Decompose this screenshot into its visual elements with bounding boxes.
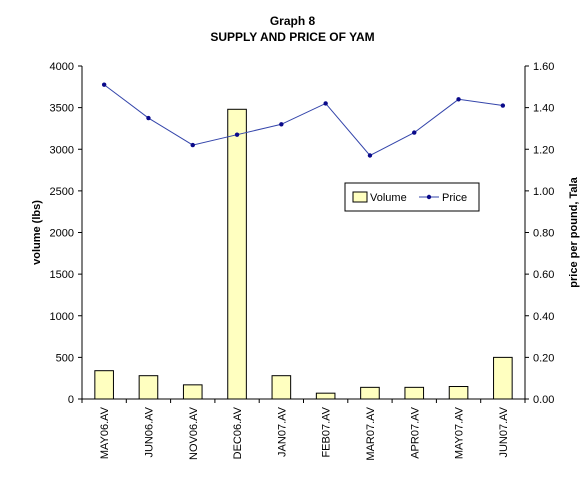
x-axis-tick-label: APR07.AV xyxy=(409,406,421,458)
right-axis-tick-label: 0.00 xyxy=(533,394,554,406)
right-axis-tick-label: 1.00 xyxy=(533,186,554,198)
volume-bar xyxy=(182,384,203,400)
price-point xyxy=(190,142,195,148)
price-point xyxy=(279,122,284,127)
left-axis-tick-label: 4000 xyxy=(50,61,74,73)
price-point xyxy=(456,97,461,102)
left-axis-tick-label: 500 xyxy=(56,352,74,364)
chart-title: Graph 8 xyxy=(269,14,316,28)
x-axis-tick-label: DEC06.AV xyxy=(232,406,244,459)
right-axis-tick-label: 1.60 xyxy=(533,61,554,73)
volume-bar xyxy=(360,386,380,400)
y-axis-title: volume (lbs) xyxy=(31,200,43,265)
volume-bar xyxy=(315,392,336,400)
right-axis-tick-label: 1.20 xyxy=(533,144,554,156)
y2-axis-title: price per pound, Tala xyxy=(568,176,580,287)
right-axis-tick-label: 1.40 xyxy=(533,103,554,115)
price-point xyxy=(146,115,151,121)
right-axis-tick-label: 0.80 xyxy=(533,228,554,240)
left-axis-tick-label: 2500 xyxy=(50,186,74,198)
left-axis-tick-label: 3500 xyxy=(50,103,74,115)
x-axis-tick-label: JUN07.AV xyxy=(498,406,510,457)
volume-bar xyxy=(448,386,469,400)
x-axis-tick-label: FEB07.AV xyxy=(321,406,333,457)
price-point xyxy=(101,82,107,87)
left-axis-tick-label: 1000 xyxy=(50,311,74,323)
price-line xyxy=(103,84,503,157)
left-axis-tick-label: 3000 xyxy=(50,144,74,156)
right-axis-tick-label: 0.40 xyxy=(533,311,554,323)
volume-bar xyxy=(271,375,292,400)
price-point xyxy=(323,101,328,106)
left-axis-tick-label: 0 xyxy=(68,394,74,406)
left-axis-tick-label: 1500 xyxy=(50,269,74,281)
volume-bar xyxy=(138,375,159,400)
legend-box xyxy=(344,182,480,212)
price-point xyxy=(500,103,506,108)
volume-bar xyxy=(493,356,513,400)
legend-volume-label: Volume xyxy=(370,192,407,204)
x-axis-tick-label: JAN07.AV xyxy=(276,406,288,457)
left-axis-tick-label: 2000 xyxy=(50,228,74,240)
legend-price-marker xyxy=(426,194,432,200)
price-point xyxy=(367,153,373,158)
legend-price-label: Price xyxy=(442,192,467,204)
right-axis-tick-label: 0.20 xyxy=(533,352,554,364)
x-axis-tick-label: JUN06.AV xyxy=(143,406,155,457)
x-axis-tick-label: MAY07.AV xyxy=(454,406,466,459)
legend-volume-swatch xyxy=(352,191,368,203)
volume-bar xyxy=(94,370,114,400)
x-axis-tick-label: MAR07.AV xyxy=(365,406,377,460)
price-point xyxy=(234,132,240,137)
volume-bar xyxy=(227,108,247,400)
x-axis-tick-label: NOV06.AV xyxy=(188,406,200,460)
x-axis-tick-label: MAY06.AV xyxy=(99,406,111,459)
volume-bar xyxy=(404,386,425,400)
chart-subtitle: SUPPLY AND PRICE OF YAM xyxy=(210,30,375,44)
right-axis-tick-label: 0.60 xyxy=(533,269,554,281)
price-point xyxy=(412,130,417,135)
